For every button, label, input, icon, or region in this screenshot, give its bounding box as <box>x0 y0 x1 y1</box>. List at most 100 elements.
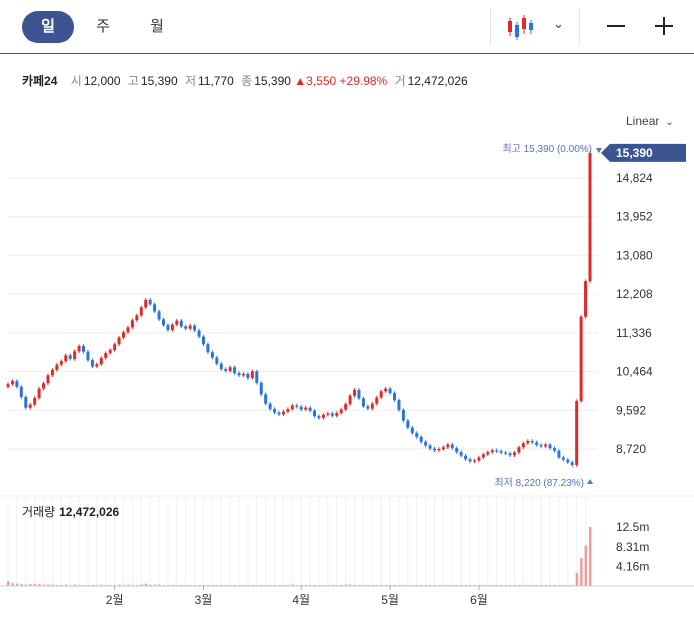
volume-bar <box>51 584 54 586</box>
candle-body <box>441 447 445 449</box>
candle-body <box>6 384 10 387</box>
candle-body <box>277 412 281 415</box>
low-value: 11,770 <box>198 74 234 88</box>
volume-bar <box>42 584 46 586</box>
candle-body <box>464 455 468 460</box>
candle-body <box>348 395 352 405</box>
high-label: 고 <box>127 74 139 88</box>
chevron-down-icon: ⌄ <box>665 117 674 128</box>
tab-day[interactable]: 일 <box>22 11 74 43</box>
price-summary: 카페24 시 12,000 고 15,390 저 11,770 종 15,390 ▲3,… <box>22 72 468 89</box>
volume-bar <box>349 584 352 586</box>
candle-body <box>73 351 77 359</box>
volume-bar <box>38 584 41 586</box>
candle-body <box>401 409 405 421</box>
open-label: 시 <box>70 74 82 88</box>
candle-body <box>393 393 397 401</box>
candle-body <box>321 414 325 418</box>
chevron-down-icon: ⌄ <box>553 16 564 31</box>
candle-body <box>313 410 317 417</box>
candle-body <box>419 437 423 442</box>
candle-body <box>486 452 490 455</box>
candle-body <box>188 325 192 329</box>
candle-body <box>557 450 561 458</box>
tab-month[interactable]: 월 <box>150 18 164 35</box>
low-label: 저 <box>184 74 197 88</box>
volume-panel-value: 12,472,026 <box>59 505 120 519</box>
candle-body <box>37 388 41 398</box>
volume-panel-label: 거래량 12,472,026 <box>22 503 119 520</box>
x-tick-label: 5월 <box>381 593 399 607</box>
candle-body <box>561 457 565 460</box>
candle-body <box>410 427 414 434</box>
change-percent: +29.98% <box>339 74 388 88</box>
candle-body <box>68 355 72 359</box>
volume-bar <box>24 584 28 586</box>
candle-body <box>241 373 245 376</box>
candle-body <box>344 404 348 410</box>
candle-body <box>122 332 126 338</box>
scale-dropdown[interactable]: Linear ⌄ <box>626 114 674 128</box>
candle-body <box>99 357 103 365</box>
candle-body <box>299 406 303 410</box>
candle-body <box>59 361 63 365</box>
candle-body <box>539 445 543 447</box>
candle-body <box>179 320 183 327</box>
candle-body <box>379 391 383 398</box>
candle-body <box>161 319 165 326</box>
candle-body <box>104 353 108 358</box>
candle-body <box>579 316 583 402</box>
candle-body <box>504 452 508 454</box>
candle-body <box>170 324 174 331</box>
volume-tick-label: 12.5m <box>616 520 649 534</box>
candle-body <box>548 444 552 449</box>
candle-body <box>19 386 23 398</box>
volume-short-label: 거 <box>394 74 406 88</box>
chart-type-dropdown[interactable]: ⌄ <box>490 8 580 46</box>
candle-body <box>64 355 68 362</box>
candle-body <box>42 383 46 389</box>
candle-body <box>10 381 14 385</box>
candle-body <box>472 460 476 462</box>
candle-body <box>144 299 148 308</box>
x-tick-label: 3월 <box>195 593 213 607</box>
candle-body <box>113 344 117 350</box>
candle-body <box>512 452 516 456</box>
volume-bar <box>33 583 37 586</box>
candle-body <box>335 413 339 416</box>
candle-body <box>459 452 463 456</box>
candle-body <box>46 375 50 384</box>
candle-body <box>388 388 392 394</box>
candle-body <box>210 352 214 358</box>
candle-body <box>366 406 370 409</box>
change-value: ▲3,550 <box>294 74 337 88</box>
candle-body <box>95 364 99 367</box>
max-price-annotation: 최고 15,390 (0.00%) <box>502 143 592 155</box>
open-value: 12,000 <box>83 74 121 88</box>
candle-body <box>117 337 121 345</box>
candle-body <box>295 405 299 407</box>
candle-body <box>530 441 534 443</box>
x-tick-label: 2월 <box>106 593 124 607</box>
candle-body <box>290 405 294 410</box>
volume-bar <box>153 584 157 586</box>
tab-week[interactable]: 주 <box>96 18 110 35</box>
volume-tick-label: 8.31m <box>616 540 649 554</box>
candle-body <box>490 450 494 453</box>
candle-body <box>175 320 179 325</box>
volume-bar <box>7 581 10 586</box>
y-tick-label: 9,592 <box>616 403 646 417</box>
plus-icon[interactable] <box>650 12 678 40</box>
candle-body <box>437 449 441 451</box>
candlestick-icon <box>508 15 533 40</box>
candle-body <box>250 371 254 378</box>
candle-body <box>468 459 472 462</box>
candle-body <box>90 360 94 367</box>
candle-body <box>450 444 454 449</box>
candle-body <box>361 398 365 407</box>
candle-body <box>375 397 379 404</box>
last-price-label: 15,390 <box>616 146 653 160</box>
y-tick-label: 10,464 <box>616 365 653 379</box>
minus-icon[interactable] <box>602 12 630 40</box>
